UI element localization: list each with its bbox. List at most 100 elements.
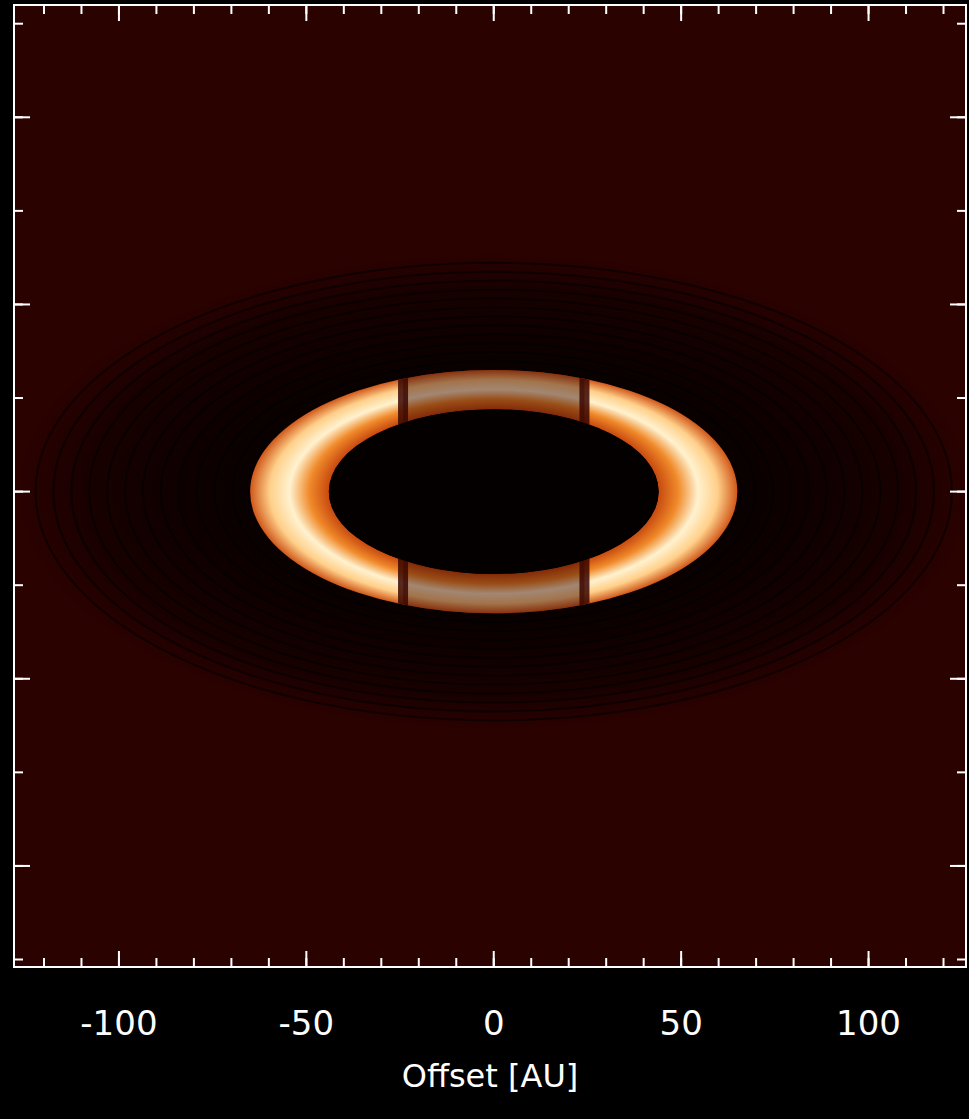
x-minor-tick (230, 958, 232, 967)
y-minor-tick (14, 23, 23, 25)
x-minor-tick (305, 958, 307, 967)
y-minor-tick (14, 959, 23, 961)
y-minor-tick-right (957, 678, 966, 680)
x-tick (868, 951, 870, 967)
x-minor-tick-top (793, 5, 795, 14)
x-minor-tick (155, 958, 157, 967)
disk-contour (53, 272, 933, 712)
x-minor-tick-top (118, 5, 120, 14)
x-minor-tick-top (868, 5, 870, 14)
x-minor-tick-top (380, 5, 382, 14)
disk-contour (197, 343, 791, 640)
y-tick-right (950, 865, 966, 867)
x-minor-tick (868, 958, 870, 967)
y-tick (14, 116, 30, 118)
x-minor-tick-top (455, 5, 457, 14)
x-minor-tick (643, 958, 645, 967)
x-minor-tick (568, 958, 570, 967)
y-tick-right (950, 116, 966, 118)
x-tick (680, 951, 682, 967)
x-minor-tick-top (905, 5, 907, 14)
x-tick-label: 0 (483, 1003, 505, 1043)
x-minor-tick (718, 958, 720, 967)
x-minor-tick (43, 958, 45, 967)
y-tick (14, 491, 30, 493)
y-minor-tick (14, 397, 23, 399)
y-minor-tick-right (957, 210, 966, 212)
y-minor-tick-right (957, 23, 966, 25)
y-minor-tick (14, 116, 23, 118)
x-tick-label: 50 (660, 1003, 703, 1043)
x-minor-tick-top (943, 5, 945, 14)
disk-contour (232, 361, 755, 622)
y-minor-tick-right (957, 303, 966, 305)
y-minor-tick-right (957, 397, 966, 399)
y-minor-tick-right (957, 584, 966, 586)
x-minor-tick (418, 958, 420, 967)
x-tick (493, 951, 495, 967)
x-minor-tick-top (755, 5, 757, 14)
y-minor-tick (14, 771, 23, 773)
x-minor-tick (80, 958, 82, 967)
x-tick-top (493, 5, 495, 21)
y-minor-tick (14, 678, 23, 680)
outer-disk (18, 254, 966, 729)
x-minor-tick (793, 958, 795, 967)
x-minor-tick (268, 958, 270, 967)
disk-contour (125, 307, 862, 675)
y-tick-right (950, 491, 966, 493)
y-minor-tick-right (957, 491, 966, 493)
x-minor-tick (605, 958, 607, 967)
x-minor-tick-top (230, 5, 232, 14)
x-minor-tick-top (268, 5, 270, 14)
x-minor-tick (755, 958, 757, 967)
disk-contour (107, 299, 880, 685)
disk-contour (89, 290, 898, 694)
x-minor-tick (118, 958, 120, 967)
y-minor-tick (14, 584, 23, 586)
y-tick (14, 303, 30, 305)
x-minor-tick-top (830, 5, 832, 14)
x-tick-label: -50 (279, 1003, 335, 1043)
x-minor-tick-top (680, 5, 682, 14)
x-tick (305, 951, 307, 967)
y-tick-right (950, 303, 966, 305)
y-minor-tick (14, 210, 23, 212)
y-tick (14, 865, 30, 867)
disk-contour (36, 263, 952, 721)
plot-area (14, 5, 966, 967)
x-minor-tick-top (80, 5, 82, 14)
disk-contour (71, 281, 916, 703)
page-background (0, 0, 969, 1119)
x-tick-label: -100 (80, 1003, 157, 1043)
y-minor-tick-right (957, 116, 966, 118)
x-minor-tick (680, 958, 682, 967)
x-tick-label: 100 (836, 1003, 901, 1043)
y-tick-right (950, 678, 966, 680)
inner-hole (329, 409, 659, 574)
x-minor-tick (343, 958, 345, 967)
x-minor-tick-top (493, 5, 495, 14)
x-tick-top (680, 5, 682, 21)
x-tick-top (868, 5, 870, 21)
x-minor-tick-top (718, 5, 720, 14)
chart: -100 -50 0 50 100 Offset [AU] (0, 0, 969, 1119)
x-minor-tick (943, 958, 945, 967)
y-minor-tick (14, 865, 23, 867)
x-minor-tick-top (418, 5, 420, 14)
y-minor-tick-right (957, 771, 966, 773)
x-minor-tick (493, 958, 495, 967)
x-tick (118, 951, 120, 967)
x-axis-title: Offset [AU] (402, 1057, 579, 1095)
x-minor-tick (380, 958, 382, 967)
x-minor-tick-top (305, 5, 307, 14)
x-minor-tick-top (343, 5, 345, 14)
x-minor-tick (193, 958, 195, 967)
plot-frame (14, 5, 966, 967)
x-minor-tick-top (643, 5, 645, 14)
y-minor-tick-right (957, 959, 966, 961)
x-minor-tick (905, 958, 907, 967)
disk-contour (214, 352, 773, 631)
x-minor-tick-top (530, 5, 532, 14)
disk-contour (143, 316, 845, 666)
